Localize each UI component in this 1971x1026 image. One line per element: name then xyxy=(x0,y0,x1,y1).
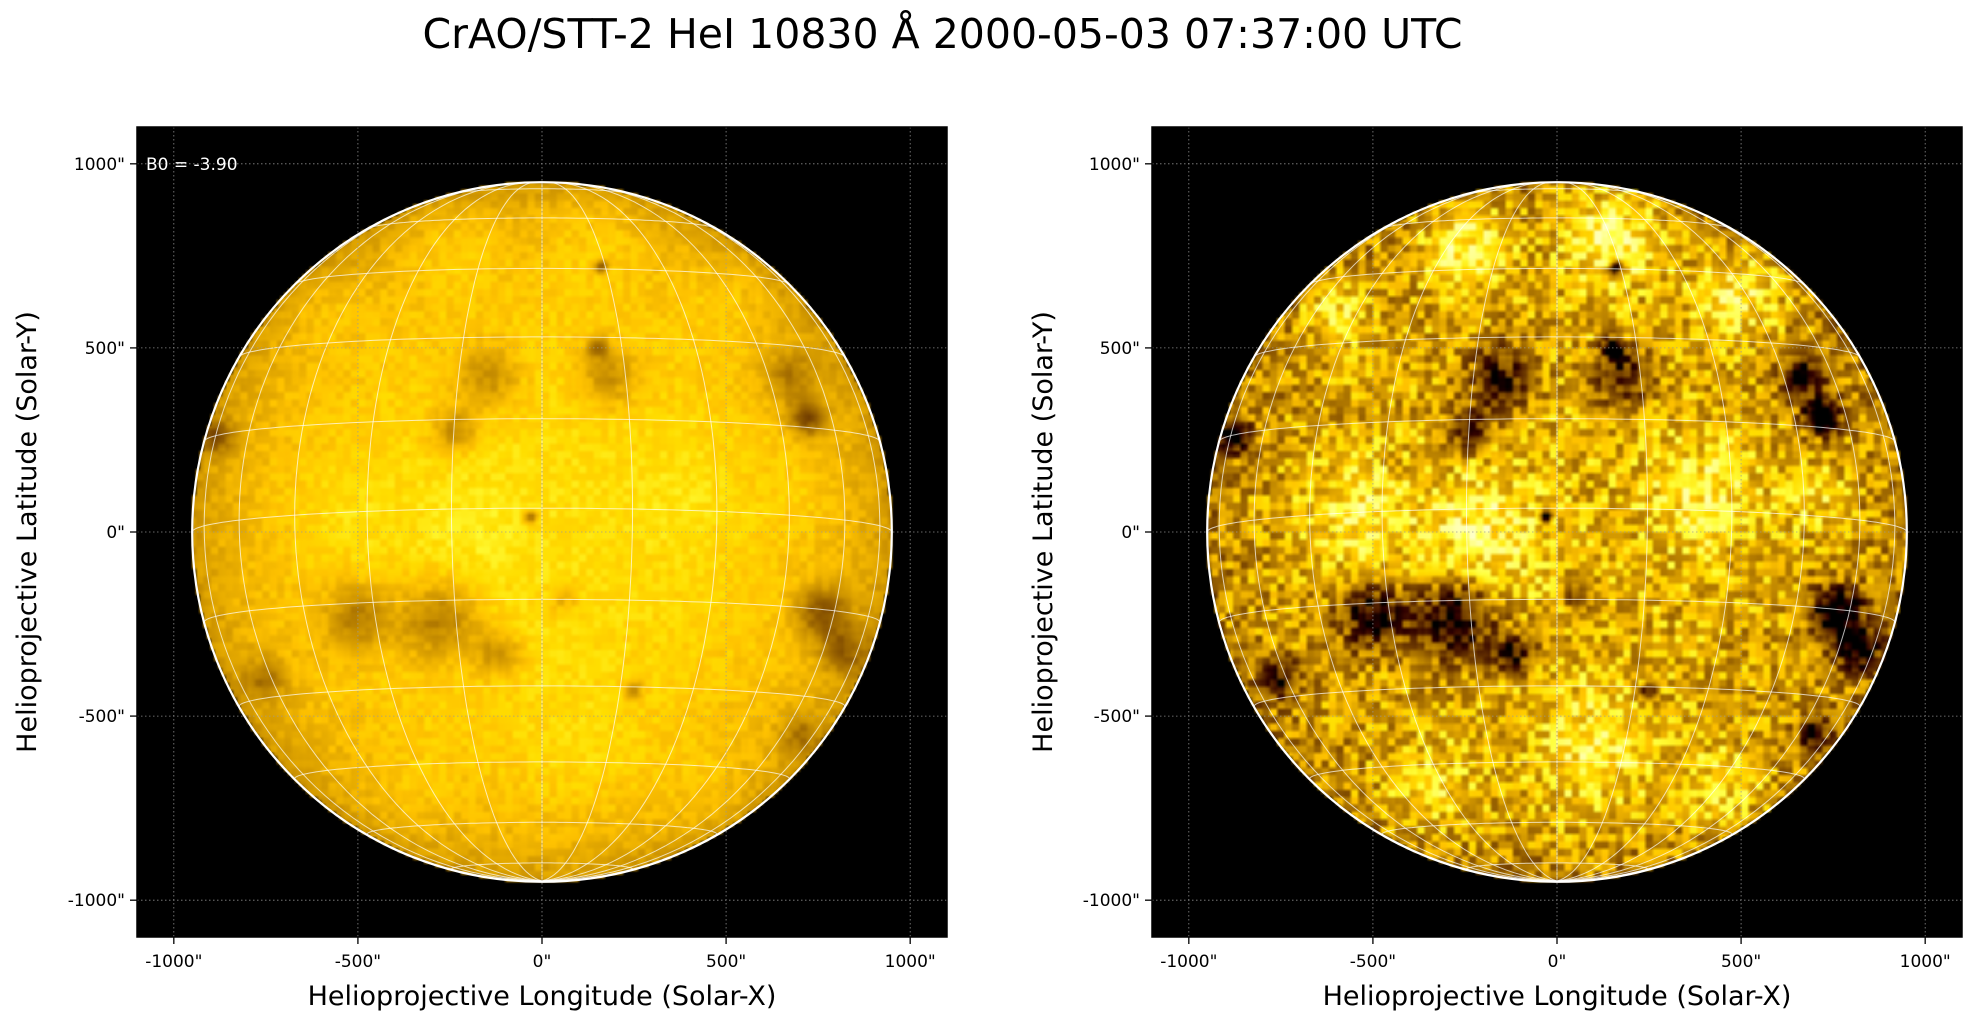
meridian-line xyxy=(1556,182,1648,882)
parallel-line xyxy=(1383,217,1731,229)
meridian-line xyxy=(1309,182,1558,882)
right-x-axis-label: Helioprojective Longitude (Solar-X) xyxy=(1323,981,1792,1012)
parallel-line xyxy=(366,821,718,835)
meridian-line xyxy=(541,182,790,882)
left-solar-limb xyxy=(191,181,893,883)
parallel-line xyxy=(294,761,790,779)
x-tick-label: -1000" xyxy=(1160,952,1217,972)
left-axis-gridlines xyxy=(137,127,947,937)
x-tick-label: -1000" xyxy=(145,952,202,972)
y-tick-label: -500" xyxy=(1094,707,1140,727)
y-tick-label: -1000" xyxy=(68,891,125,911)
right-y-axis-label: Helioprojective Latitude (Solar-Y) xyxy=(1028,311,1059,753)
right-solar-limb xyxy=(1206,181,1908,883)
x-tick-label: 1000" xyxy=(1900,952,1951,972)
y-tick-label: 0" xyxy=(106,523,125,543)
parallel-line xyxy=(238,685,846,707)
meridian-line xyxy=(541,184,846,882)
parallel-line xyxy=(1469,188,1645,194)
y-tick-label: -1000" xyxy=(1083,891,1140,911)
meridian-line xyxy=(1253,184,1558,882)
left-b0-annotation: B0 = -3.90 xyxy=(146,155,238,175)
meridian-line xyxy=(1381,182,1558,882)
parallel-line xyxy=(204,418,880,442)
y-tick-label: 500" xyxy=(1100,339,1140,359)
parallel-line xyxy=(1219,418,1895,442)
x-tick-label: -500" xyxy=(1350,952,1396,972)
meridian-line xyxy=(1556,184,1861,882)
right-axis-gridlines xyxy=(1152,127,1962,937)
meridian-line xyxy=(1218,194,1558,882)
parallel-line xyxy=(451,862,633,870)
left-y-axis-label: Helioprojective Latitude (Solar-Y) xyxy=(12,311,43,753)
x-tick-label: 500" xyxy=(1721,952,1761,972)
meridian-line xyxy=(1556,182,1733,882)
y-tick-label: 1000" xyxy=(74,155,125,175)
right-ticks: -1000" -500" 0" 500" 1000" 1000" 500" 0" -500" -1… xyxy=(1083,155,1951,972)
y-tick-label: 0" xyxy=(1121,523,1140,543)
left-heliographic-grid xyxy=(191,182,893,882)
meridian-line xyxy=(366,182,543,882)
x-tick-label: -500" xyxy=(335,952,381,972)
left-x-axis-label: Helioprojective Longitude (Solar-X) xyxy=(308,981,777,1012)
x-tick-label: 1000" xyxy=(885,952,936,972)
meridian-line xyxy=(203,194,543,882)
meridian-line xyxy=(541,182,718,882)
parallel-line xyxy=(1466,862,1648,870)
y-tick-label: 1000" xyxy=(1089,155,1140,175)
meridian-line xyxy=(1556,182,1805,882)
parallel-line xyxy=(1309,761,1805,779)
parallel-line xyxy=(454,188,630,194)
figure-title: CrAO/STT-2 HeI 10830 Å 2000-05-03 07:37:… xyxy=(422,10,1463,58)
parallel-line xyxy=(1381,821,1733,835)
y-tick-label: -500" xyxy=(79,707,125,727)
meridian-line xyxy=(1466,182,1558,882)
parallel-line xyxy=(1253,685,1861,707)
meridian-line xyxy=(238,184,543,882)
meridian-line xyxy=(1556,194,1896,882)
left-ticks: -1000" -500" 0" 500" 1000" 1000" 500" 0" -500" -1… xyxy=(68,155,936,972)
parallel-line xyxy=(1254,336,1860,357)
x-tick-label: 0" xyxy=(1548,952,1567,972)
x-tick-label: 500" xyxy=(706,952,746,972)
meridian-line xyxy=(294,182,543,882)
meridian-line xyxy=(541,182,633,882)
meridian-line xyxy=(541,194,881,882)
parallel-line xyxy=(239,336,845,357)
y-tick-label: 500" xyxy=(85,339,125,359)
x-tick-label: 0" xyxy=(533,952,552,972)
parallel-line xyxy=(368,217,716,229)
meridian-line xyxy=(451,182,543,882)
